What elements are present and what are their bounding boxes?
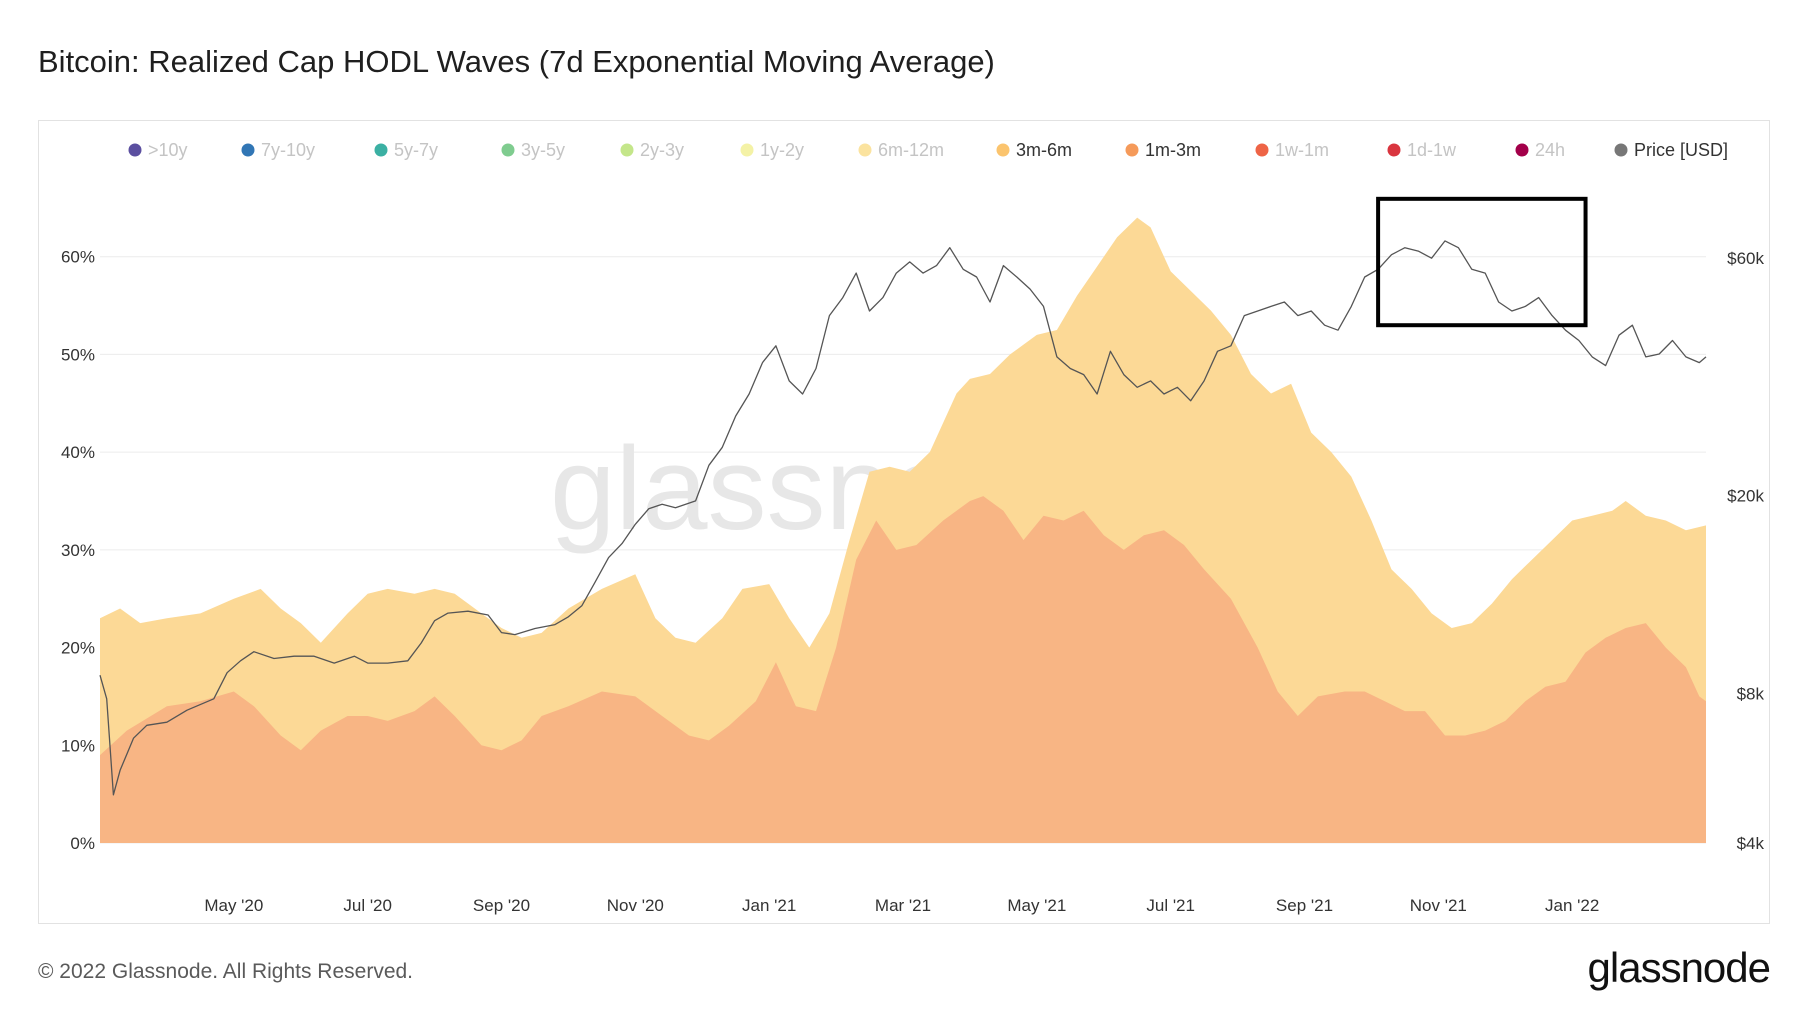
legend-label: 1y-2y bbox=[760, 140, 804, 160]
x-tick-label: Jul '21 bbox=[1146, 896, 1195, 915]
highlight-box bbox=[1376, 196, 1588, 328]
legend-label: >10y bbox=[148, 140, 188, 160]
legend-label: 2y-3y bbox=[640, 140, 684, 160]
x-tick-label: Sep '20 bbox=[473, 896, 530, 915]
legend-item[interactable]: 1d-1w bbox=[1387, 140, 1458, 160]
series-area-1m-3m bbox=[100, 496, 1706, 843]
legend-item[interactable]: 1y-2y bbox=[740, 140, 805, 160]
legend-item[interactable]: 1m-3m bbox=[1125, 140, 1202, 160]
x-tick-label: Jan '21 bbox=[742, 896, 796, 915]
legend-label: 5y-7y bbox=[394, 140, 438, 160]
legend-label: 24h bbox=[1535, 140, 1565, 160]
legend-dot-icon bbox=[1255, 143, 1269, 157]
y-left-tick-label: 10% bbox=[61, 736, 95, 755]
legend-dot-icon bbox=[374, 143, 388, 157]
legend-dot-icon bbox=[128, 143, 142, 157]
legend-dot-icon bbox=[241, 143, 255, 157]
chart-area[interactable]: glassnode 0%10%20%30%40%50%60% $4k$8k$20… bbox=[39, 121, 1769, 923]
y-right-tick-label: $8k bbox=[1737, 684, 1765, 703]
legend-item[interactable]: 7y-10y bbox=[241, 140, 316, 160]
legend-label: 1m-3m bbox=[1145, 140, 1201, 160]
price-line bbox=[99, 240, 1707, 796]
x-tick-label: Mar '21 bbox=[875, 896, 931, 915]
x-tick-label: Nov '21 bbox=[1410, 896, 1467, 915]
footer-copyright: © 2022 Glassnode. All Rights Reserved. bbox=[38, 960, 414, 983]
legend-dot-icon bbox=[1614, 143, 1628, 157]
chart-panel: glassnode 0% 10% 20% 30% 40% 50% 60% $4k $8k $20… bbox=[38, 120, 1770, 924]
x-tick-label: May '21 bbox=[1007, 896, 1066, 915]
legend-dot-icon bbox=[620, 143, 634, 157]
legend-item[interactable]: 3m-6m bbox=[996, 140, 1073, 160]
legend-dot-icon bbox=[996, 143, 1010, 157]
legend-dot-icon bbox=[740, 143, 754, 157]
legend-item[interactable]: 2y-3y bbox=[620, 140, 685, 160]
legend-item[interactable]: >10y bbox=[128, 140, 188, 160]
legend-item[interactable]: 3y-5y bbox=[501, 140, 566, 160]
x-tick-label: Sep '21 bbox=[1276, 896, 1333, 915]
y-right-tick-label: $20k bbox=[1727, 486, 1764, 505]
legend-dot-icon bbox=[858, 143, 872, 157]
legend-label: 6m-12m bbox=[878, 140, 944, 160]
legend-label: 3m-6m bbox=[1016, 140, 1072, 160]
legend-item[interactable]: Price [USD] bbox=[1614, 140, 1729, 160]
y-left-tick-label: 0% bbox=[70, 834, 95, 853]
y-left-tick-label: 60% bbox=[61, 248, 95, 267]
y-right-tick-label: $4k bbox=[1737, 834, 1765, 853]
series-area-3m-6m bbox=[100, 217, 1706, 844]
legend-label: 7y-10y bbox=[261, 140, 315, 160]
legend-item[interactable]: 5y-7y bbox=[374, 140, 439, 160]
x-tick-label: Jul '20 bbox=[343, 896, 392, 915]
legend-item[interactable]: 1w-1m bbox=[1255, 140, 1330, 160]
y-left-tick-label: 20% bbox=[61, 639, 95, 658]
legend-dot-icon bbox=[1387, 143, 1401, 157]
y-right-tick-label: $60k bbox=[1727, 249, 1764, 268]
brand-logo[interactable]: glassnode bbox=[1587, 944, 1771, 991]
legend-label: Price [USD] bbox=[1634, 140, 1728, 160]
y-left-tick-label: 30% bbox=[61, 541, 95, 560]
legend-dot-icon bbox=[1515, 143, 1529, 157]
legend-dot-icon bbox=[501, 143, 515, 157]
x-tick-label: May '20 bbox=[204, 896, 263, 915]
legend-item[interactable]: 24h bbox=[1515, 140, 1566, 160]
legend-label: 1w-1m bbox=[1275, 140, 1329, 160]
x-tick-label: Nov '20 bbox=[607, 896, 664, 915]
legend-label: 3y-5y bbox=[521, 140, 565, 160]
x-tick-label: Jan '22 bbox=[1545, 896, 1599, 915]
page-title: Bitcoin: Realized Cap HODL Waves (7d Exp… bbox=[38, 44, 995, 79]
y-left-tick-label: 50% bbox=[61, 345, 95, 364]
legend-item[interactable]: 6m-12m bbox=[858, 140, 945, 160]
legend-label: 1d-1w bbox=[1407, 140, 1457, 160]
y-left-tick-label: 40% bbox=[61, 443, 95, 462]
legend-dot-icon bbox=[1125, 143, 1139, 157]
